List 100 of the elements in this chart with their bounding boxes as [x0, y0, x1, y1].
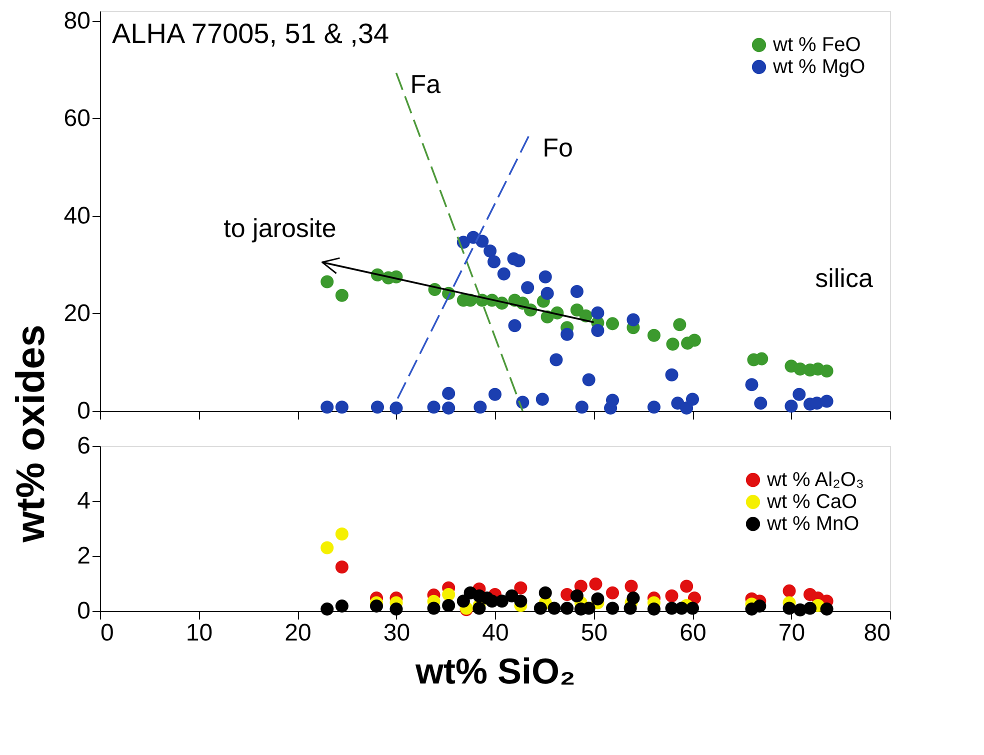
- point: [591, 306, 604, 320]
- point: [390, 602, 403, 616]
- point: [570, 284, 584, 298]
- point: [442, 386, 456, 400]
- point: [575, 400, 588, 414]
- x-tick-label: 60: [680, 620, 706, 646]
- point: [803, 602, 817, 615]
- annotation: to jarosite: [224, 213, 336, 243]
- point: [745, 378, 758, 392]
- point: [335, 400, 348, 414]
- point: [456, 594, 470, 608]
- x-tick-label: 80: [864, 620, 890, 646]
- point: [782, 602, 796, 615]
- point: [512, 254, 526, 268]
- point: [647, 602, 661, 616]
- point: [591, 592, 604, 606]
- point: [320, 275, 334, 288]
- point: [606, 586, 620, 600]
- point: [390, 402, 403, 415]
- legend-label: wt % FeO: [772, 34, 861, 56]
- point: [370, 400, 384, 414]
- point: [647, 400, 661, 414]
- x-tick-label: 50: [580, 620, 608, 646]
- point: [680, 580, 694, 593]
- point: [606, 394, 620, 407]
- point: [548, 602, 561, 615]
- point: [514, 581, 528, 594]
- point: [673, 318, 686, 332]
- point: [570, 304, 584, 317]
- point: [514, 594, 528, 608]
- y-tick-label: 60: [64, 104, 90, 132]
- y-tick-label: 4: [77, 488, 90, 514]
- point: [675, 602, 688, 615]
- point: [427, 602, 440, 615]
- point: [582, 373, 596, 386]
- point: [582, 602, 596, 615]
- y-tick-label: 80: [64, 7, 90, 34]
- point: [755, 352, 768, 366]
- point: [540, 286, 554, 300]
- y-tick-label: 6: [77, 432, 90, 460]
- point: [666, 338, 680, 351]
- point: [474, 400, 487, 414]
- point: [626, 313, 640, 326]
- legend-label: wt % Al₂O₃: [766, 469, 864, 491]
- point: [606, 317, 620, 330]
- x-tick-label: 30: [383, 620, 410, 646]
- legend-label: wt % MgO: [772, 56, 866, 78]
- point: [335, 600, 348, 613]
- point: [472, 602, 486, 615]
- point: [570, 589, 584, 602]
- series-label: Fo: [542, 132, 573, 162]
- point: [606, 602, 620, 615]
- x-tick-label: 40: [482, 620, 509, 646]
- point: [550, 353, 563, 366]
- point: [488, 388, 502, 401]
- legend-label: wt % MnO: [766, 513, 860, 535]
- y-tick-label: 40: [64, 202, 90, 230]
- y-tick-label: 20: [64, 300, 90, 327]
- chart-title: ALHA 77005, 51 & ,34: [112, 18, 390, 49]
- point: [686, 392, 700, 406]
- point: [688, 334, 701, 347]
- point: [665, 589, 678, 602]
- series-label: Fa: [410, 68, 442, 99]
- point: [820, 602, 834, 616]
- point: [442, 588, 456, 602]
- point: [495, 594, 508, 608]
- point: [487, 255, 501, 268]
- legend-label: wt % CaO: [766, 491, 858, 513]
- point: [538, 270, 552, 284]
- point: [370, 600, 384, 613]
- point: [534, 602, 547, 615]
- point: [792, 388, 806, 401]
- point: [320, 400, 334, 414]
- annotation: silica: [815, 263, 874, 293]
- x-axis-title: wt% SiO₂: [414, 650, 576, 692]
- x-tick-label: 10: [186, 620, 213, 646]
- x-tick-label: 0: [100, 620, 114, 646]
- point: [680, 402, 694, 415]
- point: [624, 580, 638, 593]
- x-tick-label: 70: [778, 620, 806, 646]
- point: [536, 392, 549, 406]
- y-tick-label: 2: [77, 542, 90, 570]
- point: [320, 602, 334, 616]
- point: [589, 578, 602, 591]
- y-tick-label: 0: [77, 398, 90, 424]
- point: [647, 328, 661, 342]
- point: [508, 319, 522, 332]
- point: [784, 400, 798, 413]
- point: [442, 598, 456, 612]
- point: [335, 527, 348, 541]
- point: [686, 602, 700, 615]
- point: [427, 400, 440, 414]
- point: [665, 368, 678, 382]
- point: [591, 324, 604, 338]
- point: [820, 394, 834, 408]
- point: [497, 267, 510, 280]
- point: [538, 586, 552, 600]
- point: [484, 244, 497, 258]
- point: [754, 396, 768, 410]
- y-axis-title: wt% oxides: [8, 324, 53, 544]
